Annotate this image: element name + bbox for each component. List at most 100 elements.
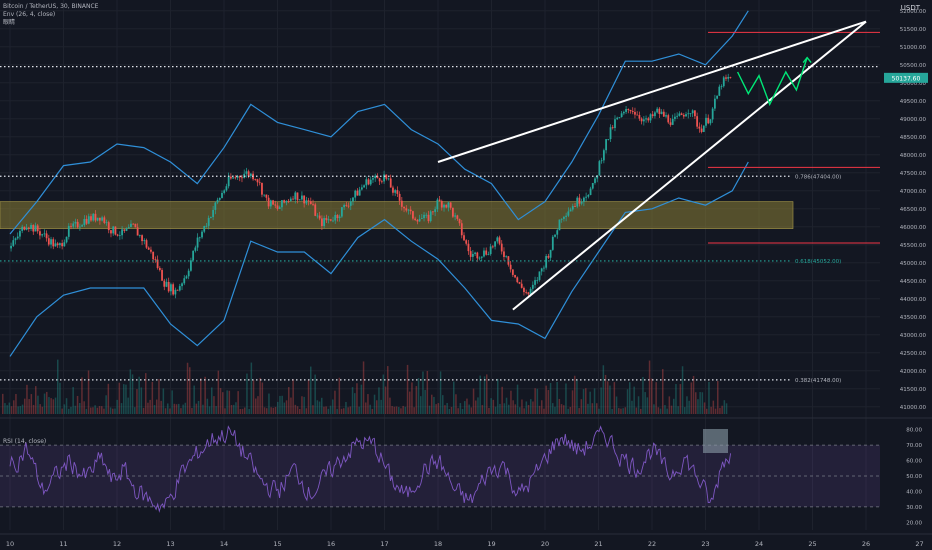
volume-bar — [457, 408, 459, 414]
candle-body — [132, 223, 135, 225]
volume-bar — [404, 406, 407, 414]
candle-body — [443, 204, 445, 208]
volume-bar — [107, 383, 110, 414]
price-tick-label: 48500.00 — [900, 135, 927, 141]
candle-body — [645, 118, 647, 120]
fib-level-label: 0.786(47404.00) — [795, 174, 841, 180]
candle-body — [669, 122, 672, 125]
rsi-label[interactable]: RSI (14, close) — [3, 438, 47, 445]
rsi-tick-label: 50.00 — [906, 474, 922, 480]
volume-bar — [50, 398, 52, 414]
volume-bar — [52, 399, 55, 414]
candle-body — [398, 193, 401, 201]
volume-bar — [250, 362, 253, 414]
candle-body — [551, 236, 554, 250]
volume-bar — [272, 407, 275, 414]
candle-body — [41, 234, 44, 236]
volume-bar — [591, 403, 594, 414]
price-tick-label: 43500.00 — [900, 315, 927, 321]
candle-body — [78, 226, 81, 228]
volume-bar — [417, 378, 420, 414]
volume-bar — [215, 406, 217, 414]
price-tick-label: 43000.00 — [900, 333, 927, 339]
volume-bar — [373, 394, 376, 414]
candle-body — [651, 114, 654, 117]
price-tick-label: 49000.00 — [900, 117, 927, 123]
price-tick-label: 44500.00 — [900, 279, 927, 285]
candle-body — [392, 187, 394, 193]
candle-body — [92, 213, 95, 221]
candle-body — [234, 177, 237, 179]
volume-bar — [266, 408, 268, 414]
volume-bar — [213, 396, 215, 414]
candle-body — [347, 205, 350, 207]
candle-body — [312, 203, 314, 205]
volume-bar — [719, 408, 721, 414]
volume-bar — [156, 399, 158, 414]
candle-body — [187, 270, 190, 277]
volume-bar — [395, 406, 398, 414]
volume-bar — [81, 377, 83, 414]
volume-bar — [582, 389, 585, 414]
candle-body — [21, 226, 24, 231]
candle-body — [181, 283, 183, 287]
time-tick-label: 25 — [808, 540, 816, 548]
volume-bar — [57, 359, 59, 414]
candle-body — [685, 114, 687, 117]
volume-bar — [393, 406, 396, 414]
candle-body — [565, 215, 568, 217]
candle-body — [662, 111, 665, 117]
volume-bar — [371, 408, 374, 414]
volume-bar — [387, 366, 389, 414]
volume-bar — [72, 387, 74, 414]
volume-bar — [651, 378, 653, 414]
volume-bar — [596, 403, 598, 414]
volume-bar — [237, 391, 239, 414]
wedge-lower-trendline — [512, 20, 867, 311]
candle-body — [383, 174, 385, 182]
candle-body — [367, 179, 370, 185]
candle-body — [711, 108, 714, 120]
candle-body — [76, 221, 79, 228]
candle-body — [569, 209, 572, 212]
candle-body — [505, 256, 508, 258]
candle-body — [225, 186, 228, 191]
candle-body — [560, 218, 563, 220]
candle-body — [209, 217, 212, 218]
time-tick-label: 19 — [487, 540, 495, 548]
candle-body — [678, 113, 681, 116]
visibility-icons[interactable]: 眼睛 — [3, 19, 16, 26]
volume-bar — [413, 407, 415, 414]
volume-bar — [336, 408, 338, 414]
volume-bar — [112, 408, 114, 414]
candle-body — [509, 264, 512, 270]
rsi-tick-label: 30.00 — [906, 505, 922, 511]
volume-bar — [376, 400, 378, 414]
candle-body — [201, 231, 203, 238]
volume-bar — [327, 408, 330, 414]
candle-body — [218, 197, 221, 200]
candle-body — [94, 213, 97, 221]
candle-body — [283, 200, 286, 203]
volume-bar — [560, 404, 563, 414]
candle-body — [52, 239, 55, 247]
volume-bar — [338, 377, 341, 414]
volume-bar — [241, 408, 244, 414]
volume-bar — [552, 403, 554, 414]
candle-body — [467, 243, 470, 252]
volume-bar — [360, 384, 363, 414]
candle-body — [580, 201, 583, 204]
indicator-label[interactable]: Env (26, 4, close) — [3, 11, 56, 18]
candle-body — [336, 214, 339, 219]
volume-bar — [61, 408, 63, 414]
price-tick-label: 42500.00 — [900, 351, 927, 357]
wedge-upper-trendline — [437, 20, 867, 163]
candle-body — [158, 267, 161, 271]
volume-bar — [125, 384, 127, 414]
volume-bar — [580, 399, 583, 414]
volume-bar — [717, 381, 719, 414]
candle-body — [538, 271, 541, 281]
volume-bar — [307, 379, 310, 414]
candle-body — [356, 190, 359, 196]
